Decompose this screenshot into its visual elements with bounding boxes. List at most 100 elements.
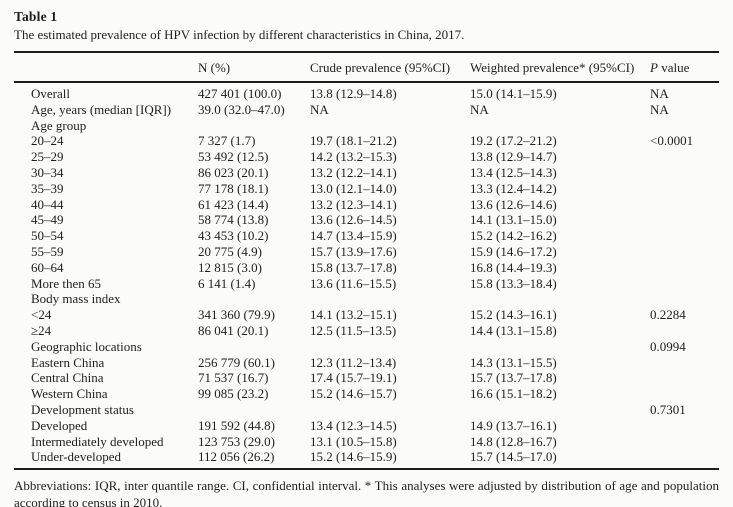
row-label: Overall xyxy=(31,86,70,101)
row-label: 40–44 xyxy=(31,196,64,212)
cell-weighted: 16.6 (15.1–18.2) xyxy=(470,386,557,402)
row-label: ≥24 xyxy=(31,322,52,338)
row-label: 55–59 xyxy=(31,243,64,259)
cell-weighted: 14.4 (13.1–15.8) xyxy=(470,322,557,338)
cell-weighted xyxy=(470,291,650,307)
table-body: Overall 427 401 (100.0) 13.8 (12.9–14.8) 15… xyxy=(14,82,719,469)
cell-crude: 13.4 (12.3–14.5) xyxy=(310,417,397,433)
cell-crude: 12.3 (11.2–13.4) xyxy=(310,354,397,370)
cell-crude: 13.8 (12.9–14.8) xyxy=(310,86,397,101)
cell-n: 123 753 (29.0) xyxy=(198,433,275,449)
cell-p-value xyxy=(650,165,719,181)
cell-weighted: NA xyxy=(470,101,489,117)
cell-crude: 15.7 (13.9–17.6) xyxy=(310,243,397,259)
cell-n: 43 453 (10.2) xyxy=(198,228,269,244)
cell-weighted: 15.8 (13.3–18.4) xyxy=(470,275,557,291)
row-label: More then 65 xyxy=(31,275,102,291)
cell-p-value xyxy=(650,181,719,197)
cell-crude: NA xyxy=(310,101,329,117)
row-label: 35–39 xyxy=(31,180,64,196)
row-label: 30–34 xyxy=(31,164,64,180)
table-row: More then 65 6 141 (1.4) 13.6 (11.6–15.5) 1… xyxy=(14,276,719,292)
cell-p-value xyxy=(650,418,719,434)
cell-crude: 13.2 (12.2–14.1) xyxy=(310,164,397,180)
cell-p-value: 0.7301 xyxy=(650,401,686,417)
cell-n: 6 141 (1.4) xyxy=(198,275,256,291)
cell-crude: 13.0 (12.1–14.0) xyxy=(310,180,397,196)
cell-p-value xyxy=(650,386,719,402)
table-row: Body mass index xyxy=(14,291,719,307)
cell-n: 77 178 (18.1) xyxy=(198,180,269,196)
cell-p-value xyxy=(650,449,719,469)
cell-n: 86 023 (20.1) xyxy=(198,164,269,180)
cell-p-value xyxy=(650,260,719,276)
table-row: 55–59 20 775 (4.9) 15.7 (13.9–17.6) 15.9 (1… xyxy=(14,244,719,260)
cell-p-value: <0.0001 xyxy=(650,133,694,149)
cell-n: 71 537 (16.7) xyxy=(198,370,269,386)
cell-p-value xyxy=(650,197,719,213)
cell-p-value: NA xyxy=(650,86,669,101)
cell-n: 86 041 (20.1) xyxy=(198,322,269,338)
row-label: Under-developed xyxy=(31,449,121,465)
cell-n xyxy=(198,402,310,418)
table-title: Table 1 xyxy=(14,9,58,24)
table-row: 50–54 43 453 (10.2) 14.7 (13.4–15.9) 15.2 (… xyxy=(14,228,719,244)
cell-weighted: 14.9 (13.7–16.1) xyxy=(470,417,557,433)
table-row: Eastern China 256 779 (60.1) 12.3 (11.2–13… xyxy=(14,355,719,371)
cell-p-value xyxy=(650,276,719,292)
cell-n: 99 085 (23.2) xyxy=(198,386,269,402)
cell-crude: 13.6 (12.6–14.5) xyxy=(310,212,397,228)
cell-crude xyxy=(310,339,470,355)
col-header-n: N (%) xyxy=(198,52,310,83)
cell-weighted: 19.2 (17.2–21.2) xyxy=(470,133,557,149)
row-label: Development status xyxy=(31,401,134,417)
row-label: Body mass index xyxy=(31,291,121,307)
cell-crude: 13.6 (11.6–15.5) xyxy=(310,275,397,291)
cell-weighted: 13.8 (12.9–14.7) xyxy=(470,149,557,165)
row-label: Developed xyxy=(31,417,88,433)
cell-p-value xyxy=(650,370,719,386)
table-row: ≥24 86 041 (20.1) 12.5 (11.5–13.5) 14.4 (13… xyxy=(14,323,719,339)
cell-crude: 15.2 (14.6–15.9) xyxy=(310,449,397,465)
cell-weighted: 15.0 (14.1–15.9) xyxy=(470,86,557,101)
cell-weighted: 15.9 (14.6–17.2) xyxy=(470,243,557,259)
cell-crude: 14.1 (13.2–15.1) xyxy=(310,307,397,323)
cell-n: 341 360 (79.9) xyxy=(198,307,275,323)
cell-weighted: 15.2 (14.2–16.2) xyxy=(470,228,557,244)
table-row: 20–24 7 327 (1.7) 19.7 (18.1–21.2) 19.2 (17… xyxy=(14,133,719,149)
cell-n: 7 327 (1.7) xyxy=(198,133,256,149)
table-header: N (%) Crude prevalence (95%CI) Weighted … xyxy=(14,52,719,83)
p-value-rest-part: value xyxy=(657,60,690,75)
p-value-italic-part: P xyxy=(650,60,658,75)
table-caption: The estimated prevalence of HPV infectio… xyxy=(14,27,465,42)
cell-n: 58 774 (13.8) xyxy=(198,212,269,228)
cell-n xyxy=(198,118,310,134)
cell-n: 39.0 (32.0–47.0) xyxy=(198,101,285,117)
table-row: Under-developed 112 056 (26.2) 15.2 (14.6–… xyxy=(14,449,719,469)
cell-n xyxy=(198,339,310,355)
cell-n: 427 401 (100.0) xyxy=(198,86,282,101)
cell-p-value xyxy=(650,149,719,165)
cell-p-value xyxy=(650,291,719,307)
cell-crude xyxy=(310,118,470,134)
row-label: 45–49 xyxy=(31,212,64,228)
table-row: Overall 427 401 (100.0) 13.8 (12.9–14.8) 15… xyxy=(14,82,719,102)
cell-n: 20 775 (4.9) xyxy=(198,243,262,259)
cell-n: 191 592 (44.8) xyxy=(198,417,275,433)
cell-weighted xyxy=(470,118,650,134)
cell-crude: 15.2 (14.6–15.7) xyxy=(310,386,397,402)
cell-weighted xyxy=(470,339,650,355)
col-header-weighted-prevalence: Weighted prevalence* (95%CI) xyxy=(470,52,650,83)
table-row: Development status 0.7301 xyxy=(14,402,719,418)
row-label: 50–54 xyxy=(31,228,64,244)
table-row: 60–64 12 815 (3.0) 15.8 (13.7–17.8) 16.8 (1… xyxy=(14,260,719,276)
table-row: Central China 71 537 (16.7) 17.4 (15.7–19.… xyxy=(14,370,719,386)
cell-crude: 14.2 (13.2–15.3) xyxy=(310,149,397,165)
cell-crude xyxy=(310,402,470,418)
cell-weighted xyxy=(470,402,650,418)
cell-crude: 14.7 (13.4–15.9) xyxy=(310,228,397,244)
cell-crude: 17.4 (15.7–19.1) xyxy=(310,370,397,386)
cell-p-value xyxy=(650,355,719,371)
cell-weighted: 13.6 (12.6–14.6) xyxy=(470,196,557,212)
